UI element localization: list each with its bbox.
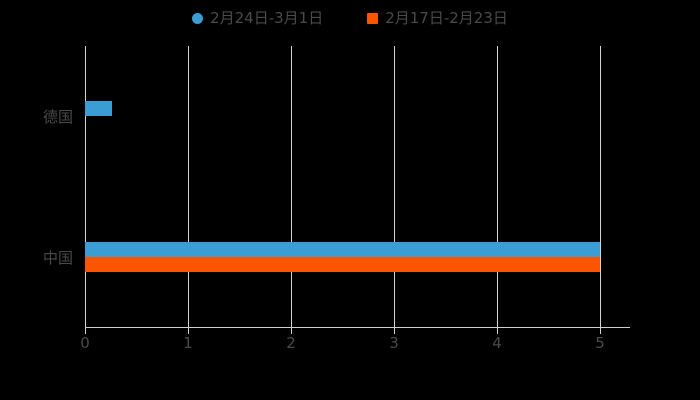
- gridline-x-1: [188, 46, 189, 327]
- x-tick-label-2: 2: [286, 334, 296, 352]
- legend-marker-square-icon: [367, 12, 379, 24]
- x-tick-mark-5: [600, 327, 601, 334]
- gridline-x-5: [600, 46, 601, 327]
- bar-中国-series-2[interactable]: [85, 256, 600, 272]
- bar-德国-series-1[interactable]: [85, 101, 112, 117]
- x-tick-mark-1: [188, 327, 189, 334]
- gridline-x-3: [394, 46, 395, 327]
- x-tick-label-1: 1: [183, 334, 193, 352]
- x-tick-label-0: 0: [80, 334, 90, 352]
- x-tick-label-4: 4: [492, 334, 502, 352]
- x-tick-mark-4: [497, 327, 498, 334]
- legend-label-series-2: 2月17日-2月23日: [385, 8, 508, 27]
- x-tick-label-5: 5: [595, 334, 605, 352]
- bar-中国-series-1[interactable]: [85, 241, 600, 257]
- x-axis-line: [85, 327, 630, 328]
- legend-label-series-1: 2月24日-3月1日: [210, 8, 324, 27]
- y-axis-label-中国: 中国: [42, 248, 73, 267]
- chart-legend: 2月24日-3月1日 2月17日-2月23日: [0, 6, 700, 30]
- legend-marker-circle-icon: [192, 12, 204, 24]
- x-tick-label-3: 3: [389, 334, 399, 352]
- y-axis-category-labels: 德国 中国: [0, 46, 700, 327]
- x-tick-mark-3: [394, 327, 395, 334]
- legend-item-series-1[interactable]: 2月24日-3月1日: [192, 8, 324, 27]
- plot-area: [85, 46, 601, 327]
- y-axis-label-德国: 德国: [42, 108, 73, 127]
- x-tick-mark-2: [291, 327, 292, 334]
- gridline-x-2: [291, 46, 292, 327]
- x-tick-mark-0: [85, 327, 86, 334]
- legend-item-series-2[interactable]: 2月17日-2月23日: [367, 8, 508, 27]
- gridline-x-4: [497, 46, 498, 327]
- gridline-x-0: [85, 46, 86, 327]
